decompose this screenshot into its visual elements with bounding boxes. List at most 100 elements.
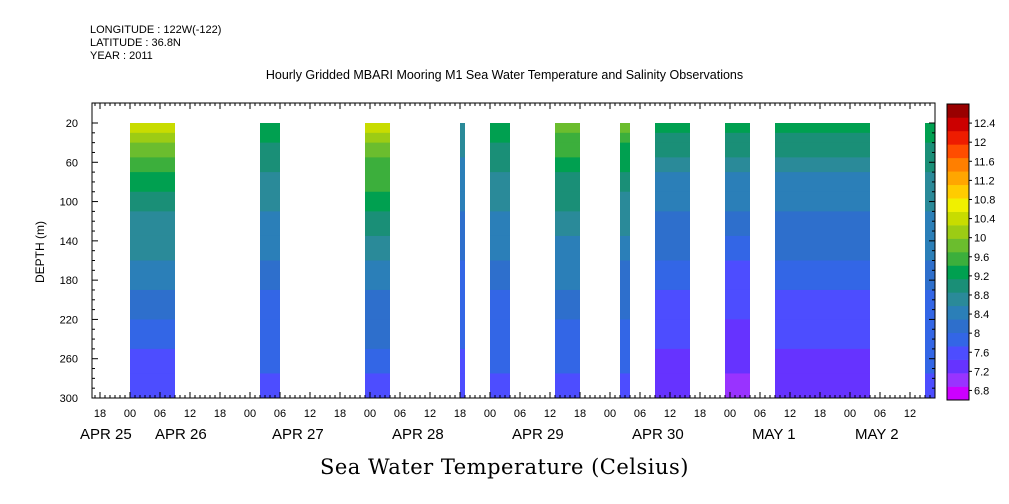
x-tick-label: 18 [94, 408, 106, 420]
data-segment [460, 123, 465, 399]
colorbar-swatch [947, 359, 969, 374]
colorbar-swatch [947, 184, 969, 199]
temperature-band [620, 319, 630, 350]
y-axis-label: DEPTH (m) [33, 221, 47, 283]
temperature-band [775, 260, 870, 291]
temperature-band [775, 373, 870, 399]
temperature-band [130, 123, 175, 134]
temperature-band [490, 260, 510, 291]
data-segment [260, 123, 280, 399]
temperature-band [490, 132, 510, 144]
temperature-band [775, 211, 870, 237]
y-tick-label: 20 [66, 118, 78, 130]
temperature-band [655, 211, 690, 237]
temperature-band [130, 348, 175, 374]
colorbar-swatch [947, 278, 969, 293]
y-tick-label: 260 [60, 354, 78, 366]
temperature-band [555, 319, 580, 350]
y-tick-label: 60 [66, 157, 78, 169]
plot-area [130, 123, 935, 399]
temperature-band [775, 157, 870, 173]
temperature-band [365, 348, 390, 374]
data-segment [490, 123, 510, 399]
temperature-band [460, 191, 465, 212]
temperature-band [490, 373, 510, 399]
temperature-band [460, 211, 465, 237]
x-tick-label: 00 [484, 408, 496, 420]
data-segment [365, 123, 390, 399]
temperature-band [655, 348, 690, 374]
colorbar-tick-label: 10 [974, 233, 986, 245]
x-date-label: MAY 2 [855, 426, 899, 443]
temperature-band [555, 235, 580, 261]
x-tick-label: 12 [664, 408, 676, 420]
temperature-band [130, 319, 175, 350]
colorbar-tick-label: 9.2 [974, 271, 989, 283]
x-tick-label: 00 [124, 408, 136, 420]
y-tick-label: 180 [60, 275, 78, 287]
temperature-band [555, 191, 580, 212]
temperature-band [620, 289, 630, 320]
temperature-band [555, 211, 580, 237]
temperature-band [925, 289, 935, 320]
x-date-label: APR 29 [512, 426, 564, 443]
colorbar-swatch [947, 238, 969, 253]
x-tick-label: 12 [424, 408, 436, 420]
temperature-band [725, 123, 750, 134]
temperature-band [460, 319, 465, 350]
x-tick-label: 18 [574, 408, 586, 420]
temperature-band [260, 191, 280, 212]
x-tick-label: 00 [844, 408, 856, 420]
temperature-band [925, 260, 935, 291]
colorbar-swatch [947, 319, 969, 334]
data-segment [620, 123, 630, 399]
colorbar-tick-label: 11.2 [974, 175, 995, 187]
colorbar-swatch [947, 198, 969, 212]
temperature-band [620, 260, 630, 291]
colorbar-tick-label: 7.6 [974, 347, 989, 359]
colorbar-label: Sea Water Temperature (Celsius) [319, 455, 689, 479]
temperature-band [260, 235, 280, 261]
temperature-band [725, 157, 750, 173]
temperature-band [490, 123, 510, 134]
temperature-band [130, 172, 175, 193]
x-tick-label: 18 [454, 408, 466, 420]
temperature-band [655, 373, 690, 399]
temperature-band [365, 289, 390, 320]
temperature-band [260, 211, 280, 237]
temperature-band [655, 260, 690, 291]
temperature-band [490, 289, 510, 320]
colorbar-swatch [947, 130, 969, 145]
colorbar: 6.8 7.2 7.6 8 8.4 8.8 9.2 9.6 10 10.4 10.8 11.2 11.6… [946, 103, 995, 401]
temperature-band [655, 142, 690, 158]
x-date-label: APR 30 [632, 426, 684, 443]
x-tick-label: 18 [334, 408, 346, 420]
colorbar-swatch [947, 305, 969, 320]
temperature-band [490, 191, 510, 212]
colorbar-tick-label: 10.8 [974, 194, 995, 206]
temperature-band [460, 373, 465, 399]
colorbar-swatch [947, 104, 969, 118]
colorbar-tick-label: 8 [974, 328, 980, 340]
temperature-band [130, 132, 175, 144]
temperature-band [725, 319, 750, 350]
colorbar-swatch [947, 157, 969, 172]
temperature-band [460, 260, 465, 291]
temperature-band [490, 172, 510, 193]
temperature-band [620, 142, 630, 158]
x-tick-label: 12 [184, 408, 196, 420]
header-latitude: LATITUDE : 36.8N [90, 37, 181, 49]
temperature-band [620, 123, 630, 134]
colorbar-tick-label: 9.6 [974, 252, 989, 264]
colorbar-swatch [947, 346, 969, 360]
colorbar-swatch [947, 171, 969, 186]
temperature-band [725, 289, 750, 320]
colorbar-swatch [947, 211, 969, 226]
temperature-band [260, 123, 280, 134]
temperature-band [460, 235, 465, 261]
temperature-band [555, 157, 580, 173]
colorbar-swatch [947, 386, 969, 401]
temperature-band [130, 142, 175, 158]
temperature-band [460, 123, 465, 134]
temperature-band [925, 132, 935, 144]
